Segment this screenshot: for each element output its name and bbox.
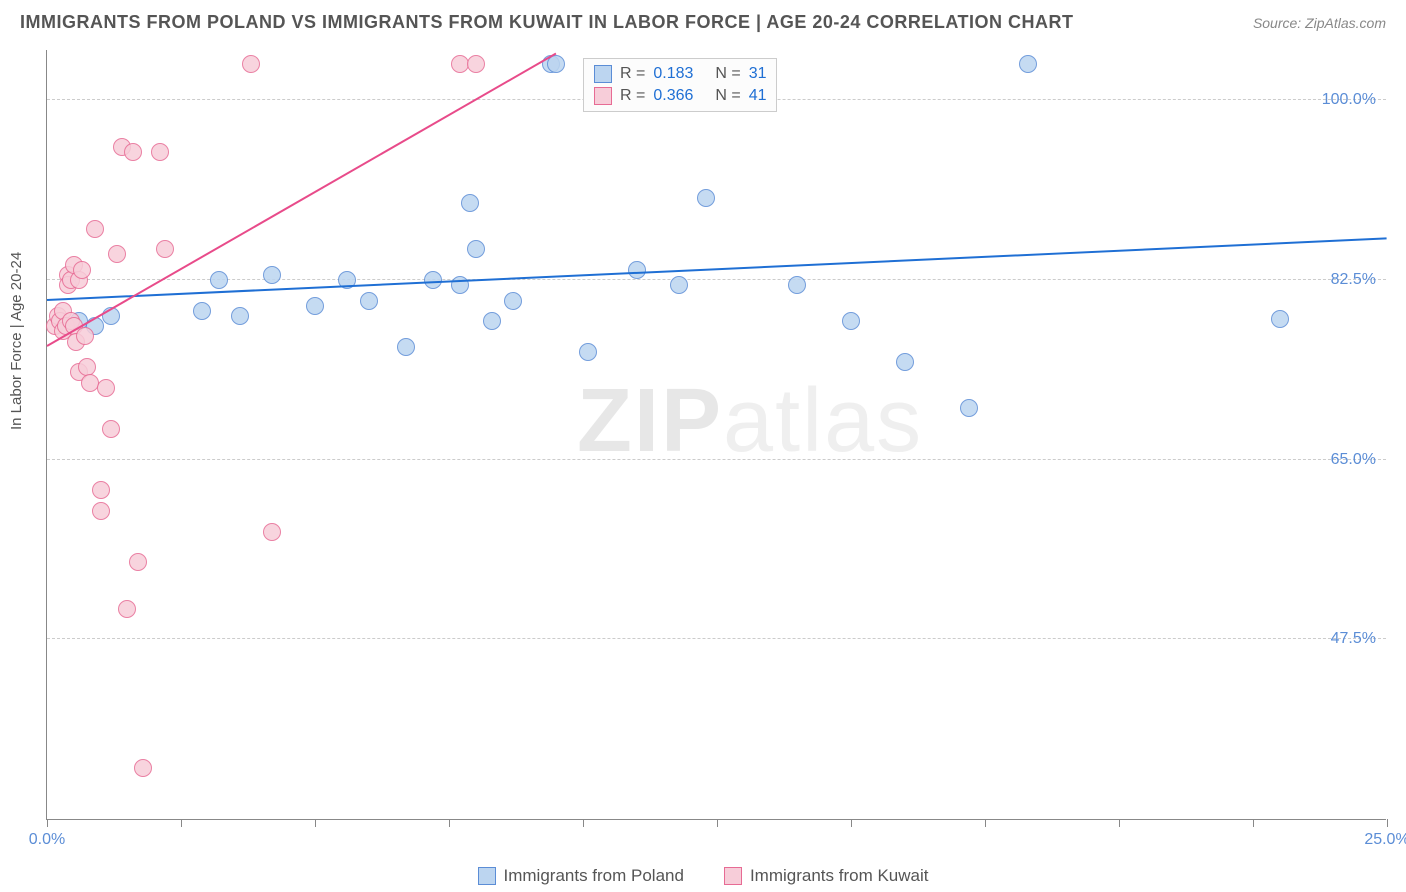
- legend-label-poland: Immigrants from Poland: [504, 866, 684, 886]
- trend-line: [47, 237, 1387, 301]
- trend-line: [47, 52, 557, 346]
- data-point: [461, 194, 479, 212]
- y-axis-label: In Labor Force | Age 20-24: [8, 252, 25, 430]
- legend-n-value: 31: [749, 65, 767, 83]
- data-point: [263, 266, 281, 284]
- legend-swatch: [594, 65, 612, 83]
- legend-n-label: N =: [715, 87, 740, 105]
- legend-n-value: 41: [749, 87, 767, 105]
- data-point: [102, 420, 120, 438]
- data-point: [231, 307, 249, 325]
- x-tick: [47, 819, 48, 827]
- gridline: [47, 638, 1386, 639]
- correlation-legend: R = 0.183 N = 31 R = 0.366 N = 41: [583, 58, 777, 112]
- chart-source: Source: ZipAtlas.com: [1253, 15, 1386, 31]
- data-point: [397, 338, 415, 356]
- x-tick: [851, 819, 852, 827]
- x-tick: [1253, 819, 1254, 827]
- data-point: [97, 379, 115, 397]
- gridline: [47, 279, 1386, 280]
- watermark-zip: ZIP: [577, 371, 723, 471]
- x-tick: [1387, 819, 1388, 827]
- data-point: [73, 261, 91, 279]
- x-tick: [315, 819, 316, 827]
- data-point: [108, 245, 126, 263]
- legend-label-kuwait: Immigrants from Kuwait: [750, 866, 929, 886]
- data-point: [960, 399, 978, 417]
- watermark: ZIPatlas: [577, 370, 923, 473]
- gridline: [47, 459, 1386, 460]
- chart-plot-area: ZIPatlas 47.5%65.0%82.5%100.0%0.0%25.0%R…: [46, 50, 1386, 820]
- x-tick: [181, 819, 182, 827]
- legend-row: R = 0.366 N = 41: [594, 85, 766, 107]
- data-point: [467, 240, 485, 258]
- data-point: [92, 481, 110, 499]
- data-point: [579, 343, 597, 361]
- data-point: [1271, 310, 1289, 328]
- data-point: [1019, 55, 1037, 73]
- data-point: [124, 143, 142, 161]
- x-tick: [583, 819, 584, 827]
- data-point: [670, 276, 688, 294]
- y-tick-label: 82.5%: [1331, 271, 1376, 289]
- data-point: [306, 297, 324, 315]
- data-point: [86, 220, 104, 238]
- data-point: [210, 271, 228, 289]
- x-tick: [985, 819, 986, 827]
- data-point: [193, 302, 211, 320]
- data-point: [129, 553, 147, 571]
- data-point: [76, 327, 94, 345]
- x-tick-label-left: 0.0%: [29, 831, 65, 849]
- legend-swatch-poland: [478, 867, 496, 885]
- x-tick: [717, 819, 718, 827]
- data-point: [242, 55, 260, 73]
- data-point: [896, 353, 914, 371]
- data-point: [156, 240, 174, 258]
- data-point: [788, 276, 806, 294]
- x-tick-label-right: 25.0%: [1364, 831, 1406, 849]
- legend-r-label: R =: [620, 65, 645, 83]
- legend-swatch-kuwait: [724, 867, 742, 885]
- legend-r-value: 0.183: [653, 65, 707, 83]
- legend-item-kuwait: Immigrants from Kuwait: [724, 866, 929, 886]
- data-point: [92, 502, 110, 520]
- watermark-atlas: atlas: [723, 371, 923, 471]
- data-point: [263, 523, 281, 541]
- data-point: [483, 312, 501, 330]
- data-point: [467, 55, 485, 73]
- x-tick: [1119, 819, 1120, 827]
- data-point: [134, 759, 152, 777]
- legend-swatch: [594, 87, 612, 105]
- data-point: [504, 292, 522, 310]
- legend-n-label: N =: [715, 65, 740, 83]
- chart-title: IMMIGRANTS FROM POLAND VS IMMIGRANTS FRO…: [20, 12, 1074, 33]
- legend-r-value: 0.366: [653, 87, 707, 105]
- y-tick-label: 47.5%: [1331, 630, 1376, 648]
- data-point: [628, 261, 646, 279]
- x-tick: [449, 819, 450, 827]
- data-point: [151, 143, 169, 161]
- data-point: [118, 600, 136, 618]
- chart-header: IMMIGRANTS FROM POLAND VS IMMIGRANTS FRO…: [0, 0, 1406, 41]
- legend-item-poland: Immigrants from Poland: [478, 866, 684, 886]
- y-tick-label: 65.0%: [1331, 451, 1376, 469]
- y-tick-label: 100.0%: [1322, 91, 1376, 109]
- legend-row: R = 0.183 N = 31: [594, 63, 766, 85]
- legend-r-label: R =: [620, 87, 645, 105]
- data-point: [697, 189, 715, 207]
- bottom-legend: Immigrants from Poland Immigrants from K…: [0, 866, 1406, 886]
- data-point: [842, 312, 860, 330]
- data-point: [360, 292, 378, 310]
